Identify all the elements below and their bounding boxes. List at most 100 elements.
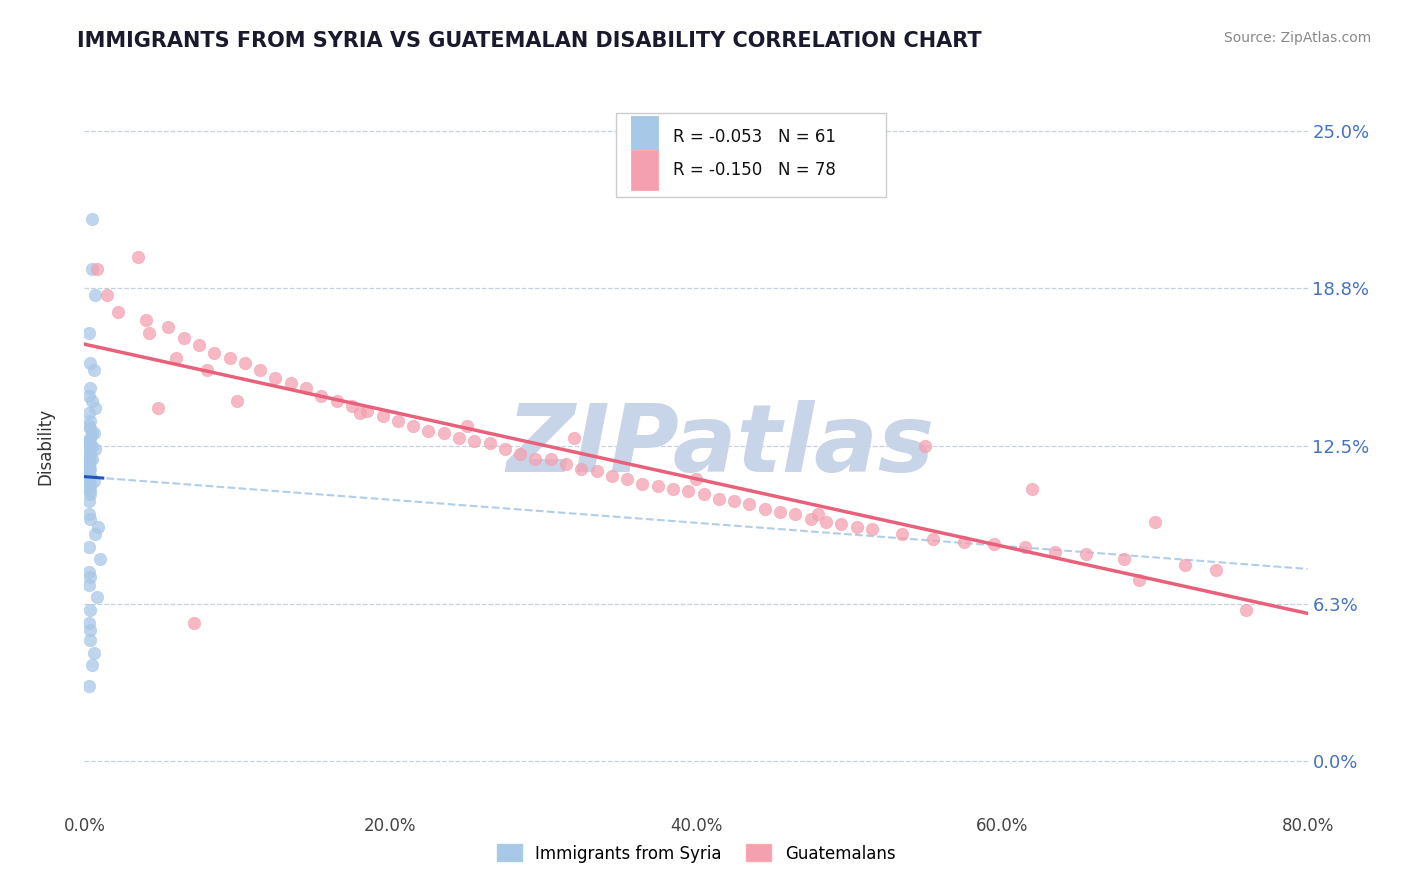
Point xyxy=(77,434,100,448)
Point xyxy=(402,418,425,433)
Point xyxy=(79,476,101,491)
Point xyxy=(1205,563,1227,577)
Point xyxy=(433,426,456,441)
Point xyxy=(77,388,100,402)
Point xyxy=(83,475,105,489)
Point xyxy=(79,356,101,370)
Text: IMMIGRANTS FROM SYRIA VS GUATEMALAN DISABILITY CORRELATION CHART: IMMIGRANTS FROM SYRIA VS GUATEMALAN DISA… xyxy=(77,31,981,51)
Point xyxy=(173,330,195,344)
Point xyxy=(157,320,180,334)
Point xyxy=(325,393,347,408)
Point xyxy=(77,457,100,471)
Point xyxy=(79,461,101,475)
Point xyxy=(631,476,654,491)
Point xyxy=(1014,540,1036,554)
Point xyxy=(77,578,100,592)
Point xyxy=(738,497,761,511)
Point xyxy=(83,646,105,660)
Point xyxy=(77,326,100,340)
Point xyxy=(77,459,100,474)
Point xyxy=(692,487,714,501)
Point xyxy=(524,451,547,466)
Point xyxy=(891,527,914,541)
Point xyxy=(77,451,100,466)
Point xyxy=(226,393,249,408)
Point xyxy=(218,351,240,365)
Point xyxy=(79,512,101,526)
Point xyxy=(77,469,100,483)
Point xyxy=(127,250,149,264)
Point xyxy=(600,469,623,483)
Point xyxy=(188,338,211,352)
Point xyxy=(509,446,531,460)
Point xyxy=(922,533,945,547)
Point xyxy=(96,287,118,301)
Point xyxy=(983,537,1005,551)
Point xyxy=(456,418,478,433)
Point xyxy=(87,519,110,533)
Text: ZIPatlas: ZIPatlas xyxy=(506,400,935,492)
Point xyxy=(662,482,685,496)
Point xyxy=(1143,515,1166,529)
Point xyxy=(80,658,103,673)
Point xyxy=(569,461,592,475)
Point xyxy=(79,421,101,435)
Point xyxy=(77,679,100,693)
Point xyxy=(1114,552,1136,566)
Point xyxy=(79,484,101,499)
Legend: Immigrants from Syria, Guatemalans: Immigrants from Syria, Guatemalans xyxy=(489,838,903,869)
Point xyxy=(77,540,100,554)
Point xyxy=(83,426,105,441)
Point xyxy=(585,464,607,478)
Point xyxy=(79,633,101,648)
Point xyxy=(146,401,169,416)
Point xyxy=(84,442,107,456)
Point xyxy=(769,505,792,519)
Point xyxy=(79,623,101,637)
Point xyxy=(165,351,187,365)
Point xyxy=(195,363,218,377)
Point xyxy=(84,527,107,541)
Text: Source: ZipAtlas.com: Source: ZipAtlas.com xyxy=(1223,31,1371,45)
Point xyxy=(80,426,103,441)
Point xyxy=(77,418,100,433)
Point xyxy=(77,449,100,463)
Point xyxy=(707,491,730,506)
Text: R = -0.053   N = 61: R = -0.053 N = 61 xyxy=(672,128,835,145)
Point xyxy=(1021,482,1043,496)
Point xyxy=(311,388,333,402)
Point xyxy=(83,363,105,377)
Point xyxy=(349,406,371,420)
Point xyxy=(678,484,700,499)
Point xyxy=(77,494,100,508)
Point xyxy=(77,444,100,458)
Point xyxy=(1174,558,1197,572)
Point xyxy=(723,494,745,508)
Point xyxy=(79,570,101,584)
Point xyxy=(77,472,100,486)
Point xyxy=(80,262,103,277)
Point xyxy=(86,591,108,605)
Point xyxy=(138,326,160,340)
Point xyxy=(77,406,100,420)
Point xyxy=(340,399,363,413)
FancyBboxPatch shape xyxy=(631,117,658,157)
Point xyxy=(1074,548,1097,562)
Point xyxy=(1045,545,1067,559)
Point xyxy=(86,262,108,277)
Point xyxy=(418,424,440,438)
Point xyxy=(494,442,516,456)
Text: R = -0.150   N = 78: R = -0.150 N = 78 xyxy=(672,161,835,179)
FancyBboxPatch shape xyxy=(616,113,886,197)
Point xyxy=(800,512,823,526)
Point xyxy=(249,363,271,377)
Point xyxy=(540,451,562,466)
Point xyxy=(77,615,100,630)
Point xyxy=(77,459,100,474)
Point xyxy=(89,552,111,566)
Point xyxy=(295,381,318,395)
Point xyxy=(107,305,129,319)
Point xyxy=(647,479,669,493)
Point xyxy=(785,507,807,521)
Point xyxy=(77,507,100,521)
